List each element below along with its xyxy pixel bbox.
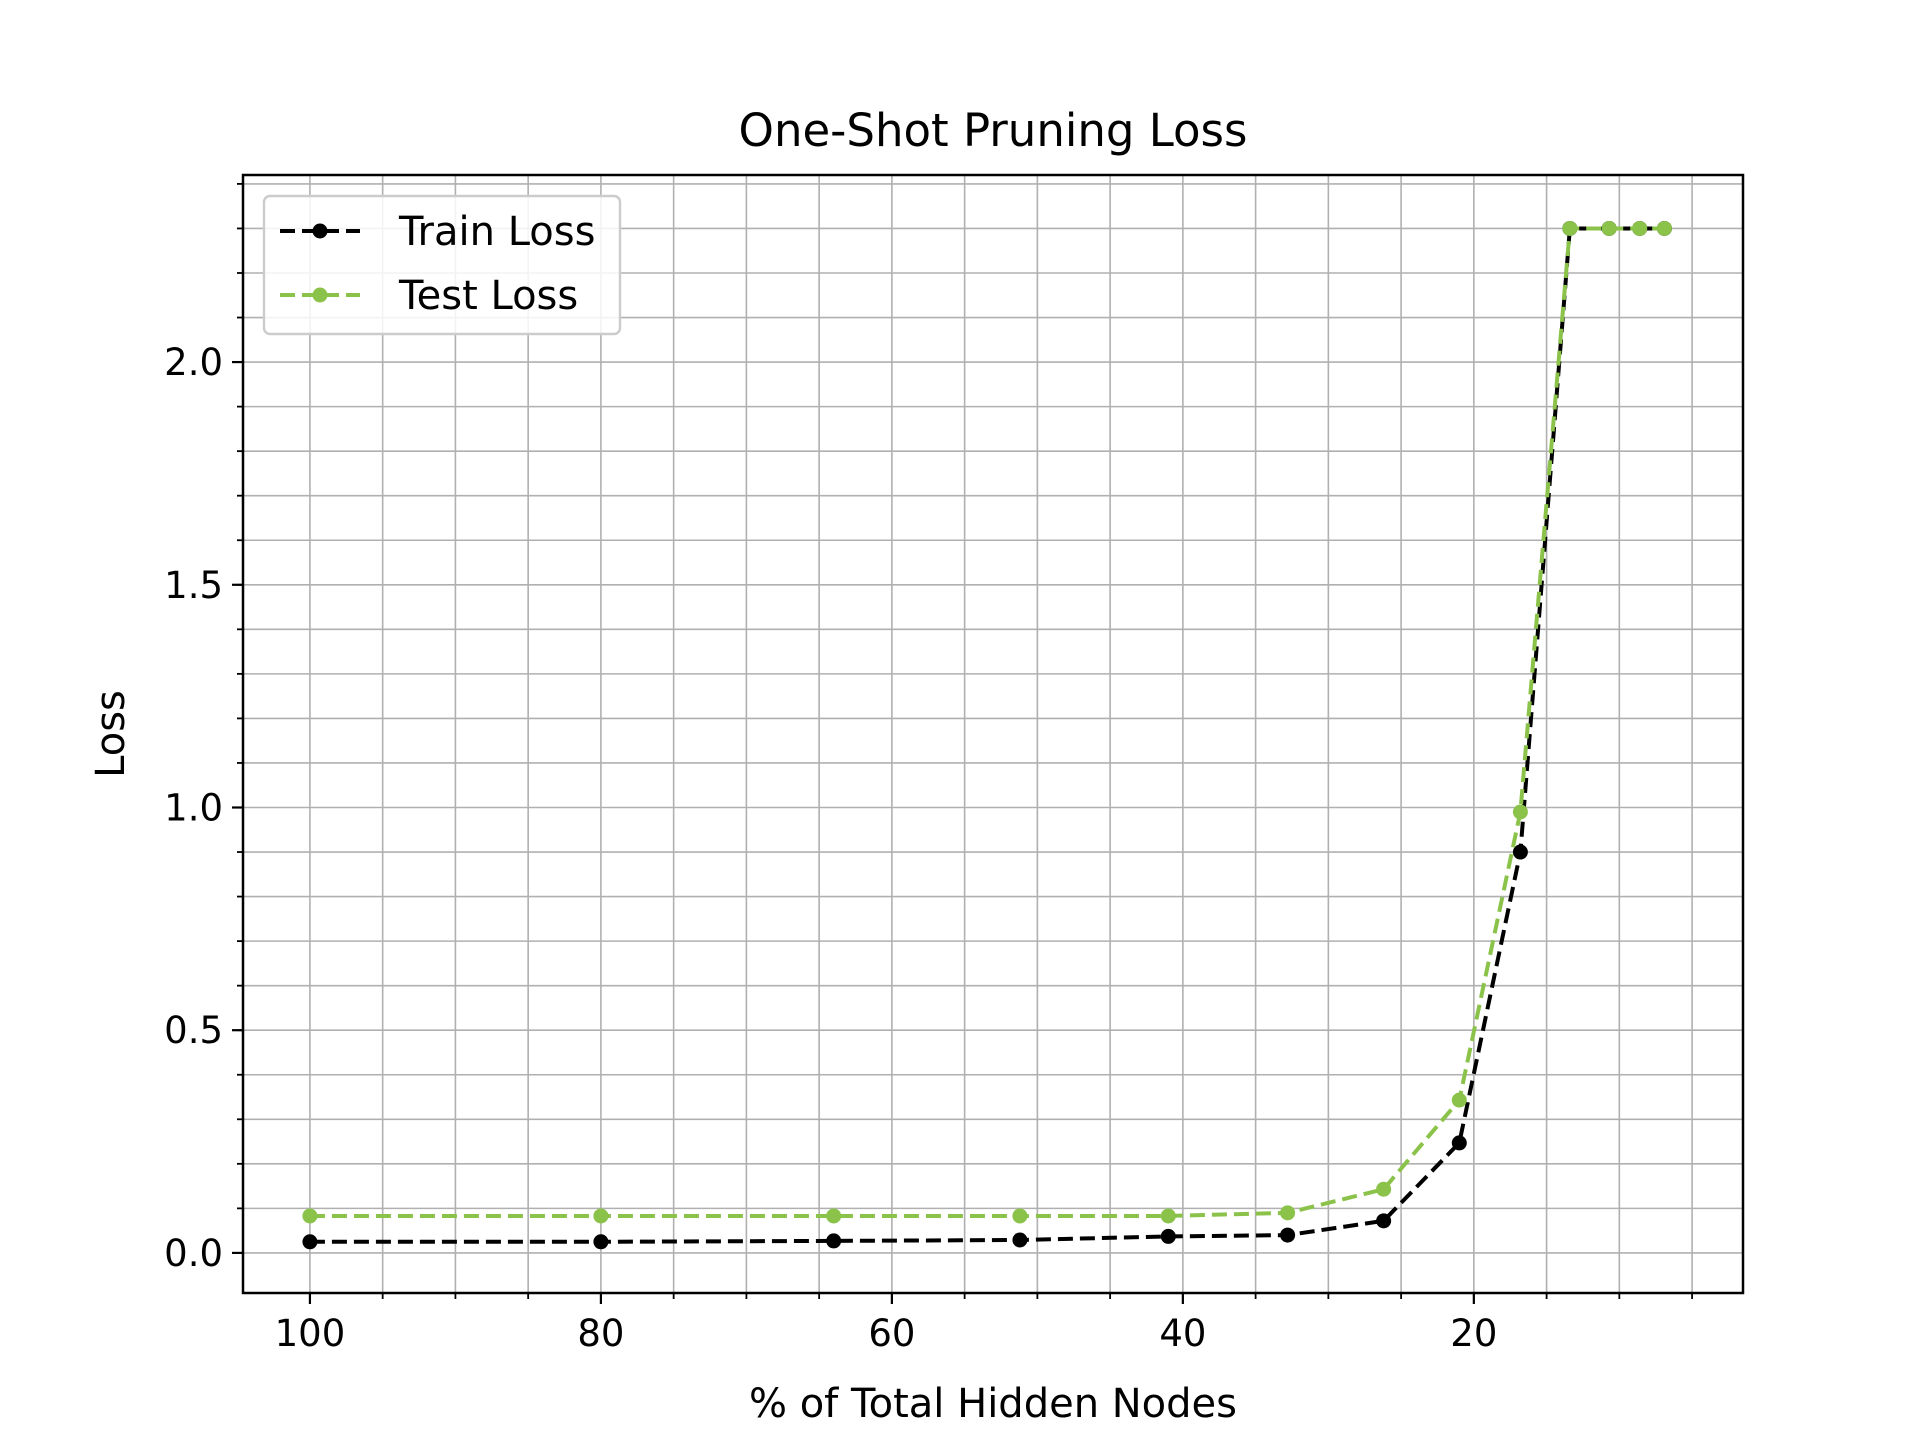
x-tick-label: 20 xyxy=(1450,1312,1497,1355)
data-point xyxy=(302,1234,318,1250)
y-tick-label: 1.5 xyxy=(164,564,223,607)
y-axis-label: Loss xyxy=(88,690,134,778)
data-point xyxy=(1160,1208,1176,1224)
chart-title: One-Shot Pruning Loss xyxy=(739,104,1248,157)
data-point xyxy=(1601,220,1617,236)
legend-marker xyxy=(312,287,328,303)
grid xyxy=(243,175,1743,1293)
data-point xyxy=(826,1233,842,1249)
data-point xyxy=(1376,1181,1392,1197)
legend-marker xyxy=(312,223,328,239)
plot-frame xyxy=(241,173,1745,1295)
data-point xyxy=(1160,1228,1176,1244)
data-point xyxy=(593,1234,609,1250)
y-tick-label: 1.0 xyxy=(164,786,223,829)
data-point xyxy=(593,1208,609,1224)
x-tick-label: 80 xyxy=(577,1312,624,1355)
legend-label: Test Loss xyxy=(398,273,578,319)
data-point xyxy=(1656,220,1672,236)
data-point xyxy=(1451,1135,1467,1151)
x-tick-label: 40 xyxy=(1159,1312,1206,1355)
data-point xyxy=(1376,1213,1392,1229)
legend-label: Train Loss xyxy=(398,209,595,255)
data-point xyxy=(1632,220,1648,236)
data-point xyxy=(1012,1208,1028,1224)
x-tick-label: 60 xyxy=(868,1312,915,1355)
data-point xyxy=(1451,1092,1467,1108)
data-point xyxy=(302,1208,318,1224)
axis-ticks: 100 80 60 40 20 0.0 0.5 1.0 1.5 2.0 xyxy=(164,183,1693,1355)
y-tick-label: 0.5 xyxy=(164,1009,223,1052)
data-point xyxy=(826,1208,842,1224)
x-tick-label: 100 xyxy=(275,1312,346,1355)
y-tick-label: 2.0 xyxy=(164,341,223,384)
y-tick-label: 0.0 xyxy=(164,1232,223,1275)
data-point xyxy=(1512,844,1528,860)
x-axis-label: % of Total Hidden Nodes xyxy=(749,1381,1237,1427)
data-point xyxy=(1280,1227,1296,1243)
data-point xyxy=(1512,804,1528,820)
plot-series xyxy=(302,220,1672,1250)
data-point xyxy=(1012,1232,1028,1248)
data-point xyxy=(1280,1205,1296,1221)
legend: Train Loss Test Loss xyxy=(262,194,622,336)
series-group xyxy=(302,220,1672,1224)
data-point xyxy=(1562,220,1578,236)
